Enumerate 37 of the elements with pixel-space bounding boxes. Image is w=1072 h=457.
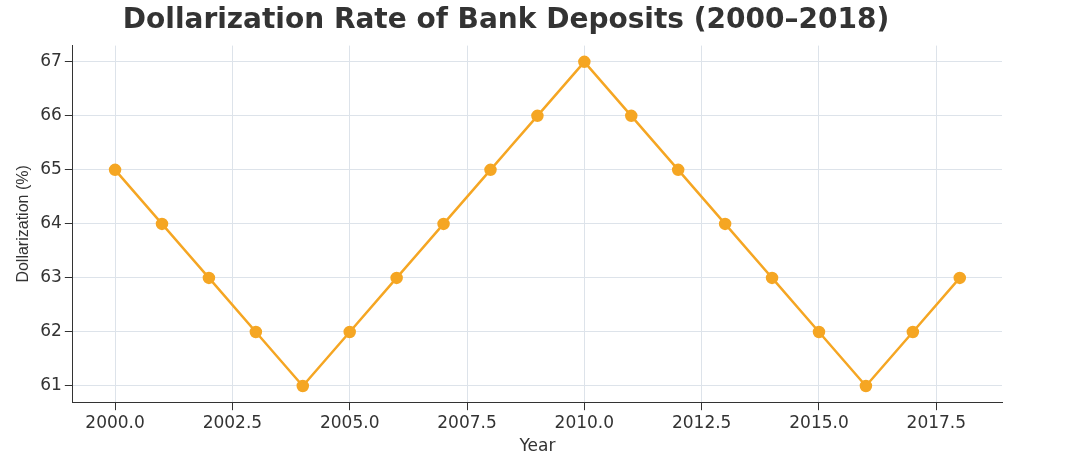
x-tick-label: 2000.0 [85,411,145,432]
x-tick-label: 2012.5 [671,411,732,432]
point [765,271,779,285]
point [906,325,920,339]
point [484,163,497,177]
chart-title: Dollarization Rate of Bank Deposits (2000–2018) [122,2,890,36]
point [296,379,310,393]
point [859,379,873,393]
x-tick-label: 2007.5 [437,411,497,432]
point [437,217,450,231]
point [625,109,638,123]
x-tick-label: 2017.5 [906,411,967,432]
y-axis-title: Dollarization (%) [14,165,32,283]
x-tick-label: 2010.0 [554,411,615,432]
point [578,55,591,69]
point [390,271,403,285]
point [343,325,356,339]
y-tick-label: 63 [40,266,62,287]
point [718,217,732,231]
y-tick-label: 65 [40,158,62,179]
y-tick-label: 66 [40,104,62,125]
x-tick-label: 2002.5 [202,411,263,432]
point [671,163,685,177]
y-tick-label: 61 [40,374,62,395]
point [812,325,826,339]
y-tick-label: 64 [40,212,62,233]
x-tick-label: 2005.0 [319,411,380,432]
point [202,271,216,285]
point [953,271,967,285]
y-tick-label: 67 [40,50,62,71]
y-tick-label: 62 [40,320,62,341]
point [531,109,544,123]
point [249,325,263,339]
point [108,163,122,177]
point [155,217,169,231]
x-tick-label: 2015.0 [789,411,849,432]
x-axis-title: Year [518,435,556,456]
